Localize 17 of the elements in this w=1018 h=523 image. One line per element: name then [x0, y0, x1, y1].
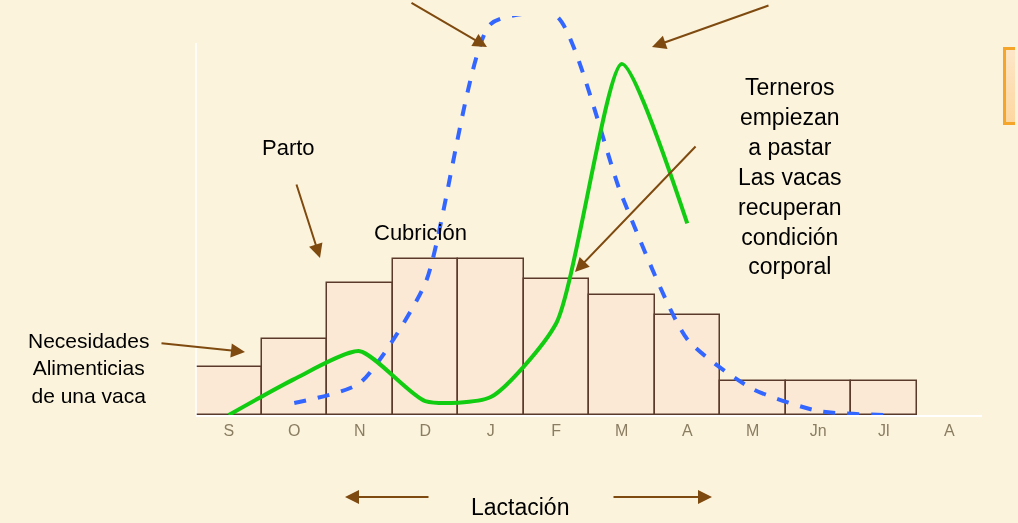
text: Lactación: [471, 494, 570, 520]
x-tick-label: Jn: [809, 421, 827, 439]
annotation: Cubrición: [374, 220, 467, 245]
annotation: Terneros empiezan a pastar Las vacas recuperan condición corporal: [738, 74, 842, 280]
x-tick-label: S: [223, 421, 235, 439]
x-tick-label: M: [615, 421, 629, 439]
x-tick-label: A: [681, 421, 693, 439]
x-tick-label: O: [288, 421, 301, 439]
x-tick-label: D: [419, 421, 432, 439]
x-tick-label: J: [486, 421, 495, 439]
x-tick-label: F: [551, 421, 562, 439]
x-tick-label: Jl: [877, 421, 890, 439]
x-tick-label: A: [943, 421, 955, 439]
text: Necesidades Alimenticias de una vaca: [28, 329, 150, 407]
annotation: Parto: [262, 135, 315, 160]
x-tick-label: M: [746, 421, 760, 439]
x-tick-label: N: [353, 421, 366, 439]
